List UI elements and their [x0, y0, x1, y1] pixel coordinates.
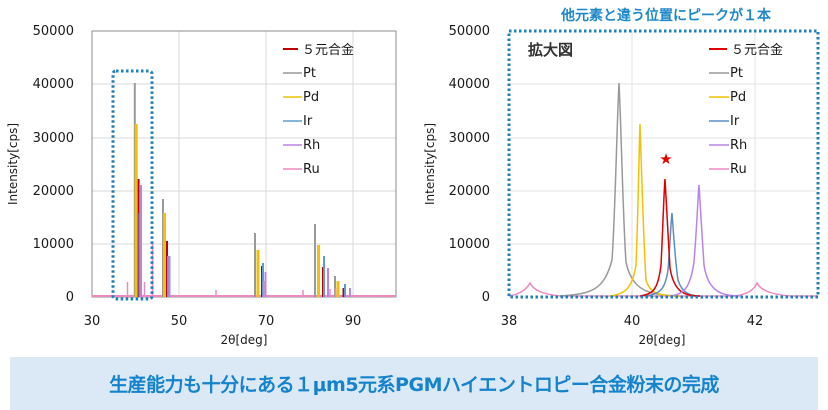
zoom-label: 拡大図: [528, 41, 573, 59]
left-series-rh: [140, 185, 351, 297]
right-series-pd: [609, 123, 681, 297]
legend-label-ir: Ir: [730, 114, 740, 129]
right-y-axis-title: Intensity[cps]: [423, 123, 437, 205]
right-y-tick: 10000: [449, 237, 490, 252]
left-chart: 0 10000 20000 30000 40000 50000 30 50 70…: [6, 24, 397, 347]
legend-label-pt: Pt: [303, 66, 316, 81]
legend-label-rh: Rh: [730, 138, 747, 153]
left-series-peaks: [92, 83, 396, 297]
right-gridlines: [509, 31, 818, 297]
left-x-tick: 70: [258, 314, 275, 329]
star-marker-icon: ★: [659, 150, 672, 168]
left-series-ru: [126, 243, 337, 297]
left-gridlines: [92, 30, 396, 297]
left-x-ticks: 30 50 70 90: [84, 314, 362, 329]
right-highlight-frame: [507, 29, 820, 299]
left-y-tick: 0: [66, 290, 74, 305]
legend-label-alloy: ５元合金: [731, 42, 783, 58]
left-series-ir: [138, 213, 346, 297]
legend-label-rh: Rh: [303, 138, 320, 153]
left-y-axis-title: Intensity[cps]: [6, 123, 20, 205]
right-chart: 他元素と違う位置にピークが１本 ★ 拡大図 0 10000: [423, 7, 820, 347]
left-y-tick: 30000: [33, 131, 74, 146]
right-legend: ５元合金 Pt Pd Ir Rh Ru: [709, 42, 783, 177]
left-x-tick: 50: [171, 314, 188, 329]
legend-label-ru: Ru: [303, 162, 320, 177]
legend-label-pd: Pd: [303, 90, 319, 105]
legend-label-pd: Pd: [730, 90, 746, 105]
right-x-tick: 38: [501, 314, 518, 329]
legend-label-pt: Pt: [730, 66, 743, 81]
right-y-tick: 30000: [449, 131, 490, 146]
left-x-tick: 30: [84, 314, 101, 329]
xrd-figure: 0 10000 20000 30000 40000 50000 30 50 70…: [6, 7, 820, 347]
left-y-ticks: 0 10000 20000 30000 40000 50000: [33, 24, 74, 305]
right-x-ticks: 38 40 42: [501, 314, 764, 329]
conclusion-banner: 生産能力も十分にある１μm5元系PGMハイエントロピー合金粉末の完成: [10, 357, 818, 410]
right-x-axis-title: 2θ[deg]: [639, 333, 686, 347]
right-series-rh: [669, 184, 741, 297]
left-legend: ５元合金 Pt Pd Ir Rh Ru: [283, 42, 354, 177]
left-series-pd: [134, 124, 340, 297]
legend-label-ru: Ru: [730, 162, 747, 177]
right-x-tick: 42: [747, 314, 764, 329]
right-series-ir: [644, 212, 701, 297]
left-y-tick: 50000: [33, 24, 74, 39]
right-y-tick: 50000: [449, 24, 490, 39]
left-y-tick: 20000: [33, 184, 74, 199]
conclusion-text: 生産能力も十分にある１μm5元系PGMハイエントロピー合金粉末の完成: [109, 374, 719, 396]
right-y-tick: 40000: [449, 77, 490, 92]
right-series-curves: [508, 82, 818, 297]
left-y-tick: 10000: [33, 237, 74, 252]
left-x-tick: 90: [345, 314, 362, 329]
left-highlight-box: [111, 69, 154, 301]
left-x-axis-title: 2θ[deg]: [221, 333, 268, 347]
right-y-tick: 20000: [449, 184, 490, 199]
left-y-tick: 40000: [33, 77, 74, 92]
legend-label-alloy: ５元合金: [302, 42, 354, 58]
right-x-tick: 40: [624, 314, 641, 329]
right-chart-caption: 他元素と違う位置にピークが１本: [560, 7, 772, 24]
right-series-alloy: [639, 178, 701, 297]
right-series-pt: [559, 82, 681, 297]
legend-label-ir: Ir: [303, 114, 313, 129]
right-y-tick: 0: [482, 290, 490, 305]
right-y-ticks: 0 10000 20000 30000 40000 50000: [449, 24, 490, 305]
